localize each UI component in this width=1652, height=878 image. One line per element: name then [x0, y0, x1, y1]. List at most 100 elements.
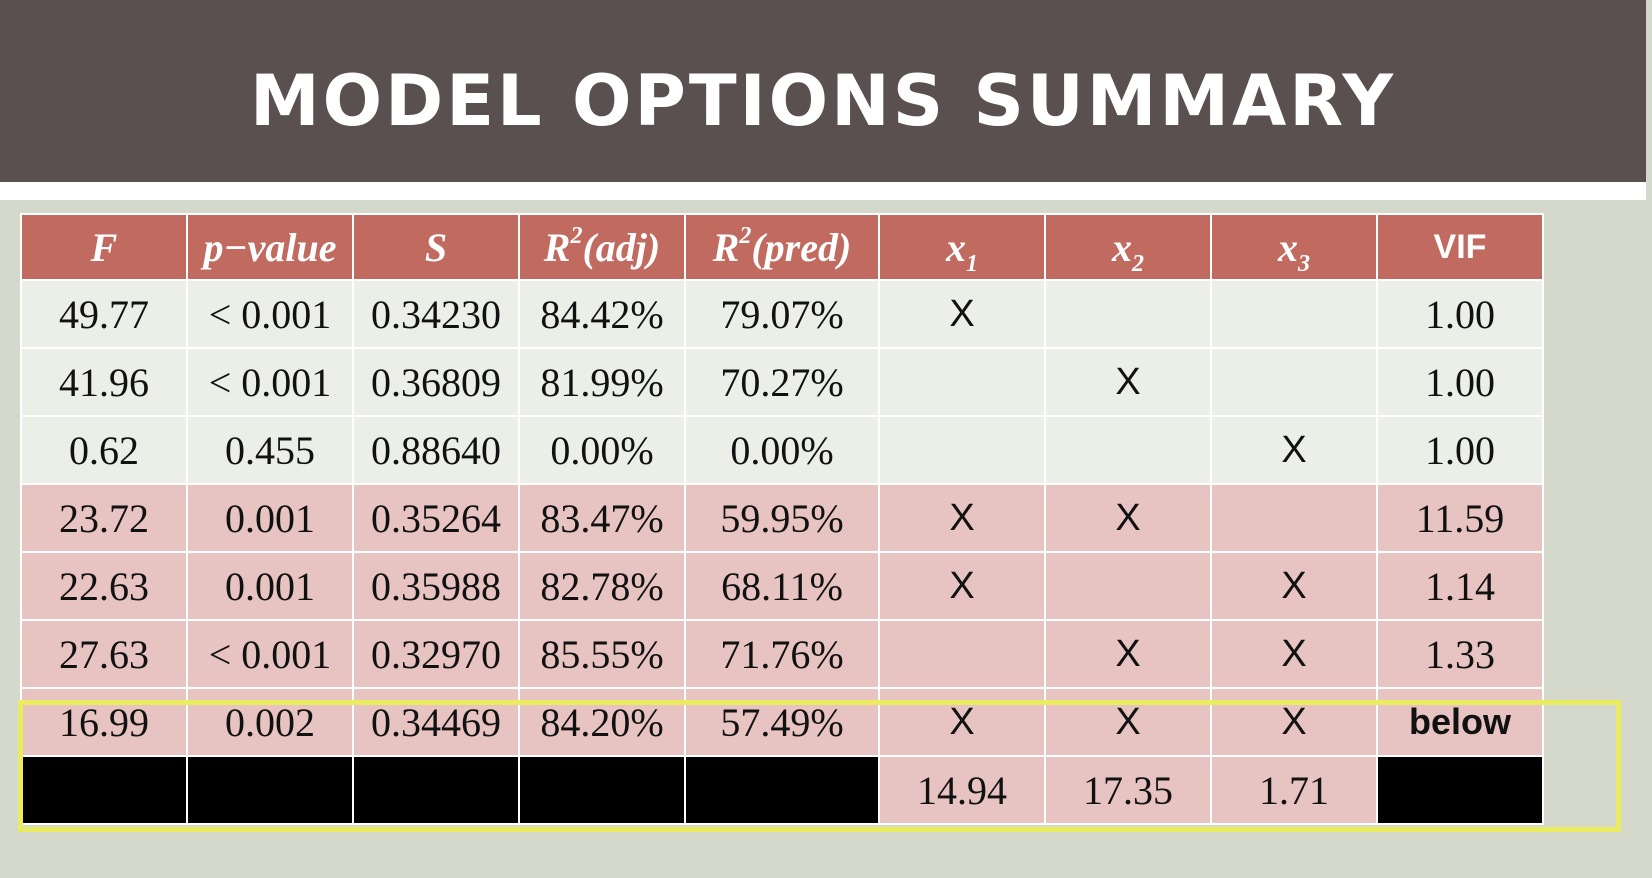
- cell-r2-pred: 59.95%: [684, 483, 880, 553]
- model-summary-table-container: F p−value S R2(adj) R2(pred) x1 x2 x3 VI…: [20, 213, 1544, 825]
- header-p-value: p−value: [186, 213, 354, 281]
- cell-x1: X: [878, 687, 1046, 757]
- table-row: 27.63 < 0.001 0.32970 85.55% 71.76% X X …: [20, 619, 1544, 689]
- cell-x1: [878, 415, 1046, 485]
- cell-r2-pred: 70.27%: [684, 347, 880, 417]
- header-x3: x3: [1210, 213, 1378, 281]
- cell-r2-adj: 84.42%: [518, 279, 686, 349]
- title-banner: MODEL OPTIONS SUMMARY: [0, 0, 1646, 182]
- cell-p-value: 0.001: [186, 483, 354, 553]
- model-summary-table: F p−value S R2(adj) R2(pred) x1 x2 x3 VI…: [20, 213, 1544, 825]
- cell-x2: [1044, 551, 1212, 621]
- x1-subscript: 1: [966, 250, 978, 277]
- r-superscript: 2: [570, 222, 583, 249]
- table-row: 0.62 0.455 0.88640 0.00% 0.00% X 1.00: [20, 415, 1544, 485]
- cell-s: 0.35988: [352, 551, 520, 621]
- cell-r2-pred: 79.07%: [684, 279, 880, 349]
- x-letter: x: [946, 224, 966, 270]
- cell-x2: X: [1044, 619, 1212, 689]
- header-vif: VIF: [1376, 213, 1544, 281]
- table-row: 22.63 0.001 0.35988 82.78% 68.11% X X 1.…: [20, 551, 1544, 621]
- r-letter: R: [712, 224, 740, 270]
- cell-vif: 1.00: [1376, 279, 1544, 349]
- cell-vif-x3: 1.71: [1210, 755, 1378, 825]
- cell-x3: X: [1210, 619, 1378, 689]
- x3-subscript: 3: [1298, 250, 1310, 277]
- page-title: MODEL OPTIONS SUMMARY: [249, 60, 1397, 142]
- blank-cell: [186, 755, 354, 825]
- header-f: F: [20, 213, 188, 281]
- cell-r2-pred: 57.49%: [684, 687, 880, 757]
- cell-vif: below: [1376, 687, 1544, 757]
- cell-f: 27.63: [20, 619, 188, 689]
- cell-s: 0.88640: [352, 415, 520, 485]
- r-letter: R: [543, 224, 571, 270]
- cell-x3: [1210, 347, 1378, 417]
- table-row-full-model: 16.99 0.002 0.34469 84.20% 57.49% X X X …: [20, 687, 1544, 757]
- r-superscript: 2: [739, 222, 752, 249]
- banner-divider: [0, 182, 1646, 200]
- cell-r2-adj: 85.55%: [518, 619, 686, 689]
- cell-x1: X: [878, 483, 1046, 553]
- blank-cell: [684, 755, 880, 825]
- cell-vif: 1.14: [1376, 551, 1544, 621]
- cell-x3: X: [1210, 551, 1378, 621]
- cell-r2-pred: 0.00%: [684, 415, 880, 485]
- header-s: S: [352, 213, 520, 281]
- cell-f: 23.72: [20, 483, 188, 553]
- cell-x1: [878, 347, 1046, 417]
- header-x2: x2: [1044, 213, 1212, 281]
- cell-x1: [878, 619, 1046, 689]
- pred-label: (pred): [751, 224, 852, 270]
- cell-p-value: < 0.001: [186, 347, 354, 417]
- cell-x2: X: [1044, 483, 1212, 553]
- cell-x3: X: [1210, 415, 1378, 485]
- cell-vif: 1.00: [1376, 347, 1544, 417]
- cell-x1: X: [878, 551, 1046, 621]
- cell-p-value: < 0.001: [186, 619, 354, 689]
- cell-f: 41.96: [20, 347, 188, 417]
- x-letter: x: [1112, 224, 1132, 270]
- blank-cell: [1376, 755, 1544, 825]
- cell-f: 0.62: [20, 415, 188, 485]
- header-r2-pred: R2(pred): [684, 213, 880, 281]
- cell-r2-adj: 82.78%: [518, 551, 686, 621]
- cell-s: 0.35264: [352, 483, 520, 553]
- x2-subscript: 2: [1132, 250, 1144, 277]
- blank-cell: [518, 755, 686, 825]
- header-r2-adj: R2(adj): [518, 213, 686, 281]
- cell-x2: [1044, 415, 1212, 485]
- table-row: 23.72 0.001 0.35264 83.47% 59.95% X X 11…: [20, 483, 1544, 553]
- cell-x3: [1210, 279, 1378, 349]
- x-letter: x: [1278, 224, 1298, 270]
- cell-r2-adj: 84.20%: [518, 687, 686, 757]
- cell-x1: X: [878, 279, 1046, 349]
- cell-r2-pred: 71.76%: [684, 619, 880, 689]
- cell-vif-x1: 14.94: [878, 755, 1046, 825]
- cell-r2-adj: 83.47%: [518, 483, 686, 553]
- table-row-vif-values: 14.94 17.35 1.71: [20, 755, 1544, 825]
- cell-f: 22.63: [20, 551, 188, 621]
- cell-s: 0.34230: [352, 279, 520, 349]
- cell-s: 0.36809: [352, 347, 520, 417]
- blank-cell: [352, 755, 520, 825]
- cell-r2-adj: 0.00%: [518, 415, 686, 485]
- cell-s: 0.32970: [352, 619, 520, 689]
- cell-f: 16.99: [20, 687, 188, 757]
- cell-vif: 1.00: [1376, 415, 1544, 485]
- blank-cell: [20, 755, 188, 825]
- cell-p-value: < 0.001: [186, 279, 354, 349]
- cell-vif-x2: 17.35: [1044, 755, 1212, 825]
- cell-x3: X: [1210, 687, 1378, 757]
- header-x1: x1: [878, 213, 1046, 281]
- cell-x2: [1044, 279, 1212, 349]
- table-row: 41.96 < 0.001 0.36809 81.99% 70.27% X 1.…: [20, 347, 1544, 417]
- cell-f: 49.77: [20, 279, 188, 349]
- cell-p-value: 0.455: [186, 415, 354, 485]
- cell-p-value: 0.001: [186, 551, 354, 621]
- header-row: F p−value S R2(adj) R2(pred) x1 x2 x3 VI…: [20, 213, 1544, 281]
- cell-x2: X: [1044, 347, 1212, 417]
- cell-p-value: 0.002: [186, 687, 354, 757]
- adj-label: (adj): [582, 224, 661, 270]
- cell-r2-pred: 68.11%: [684, 551, 880, 621]
